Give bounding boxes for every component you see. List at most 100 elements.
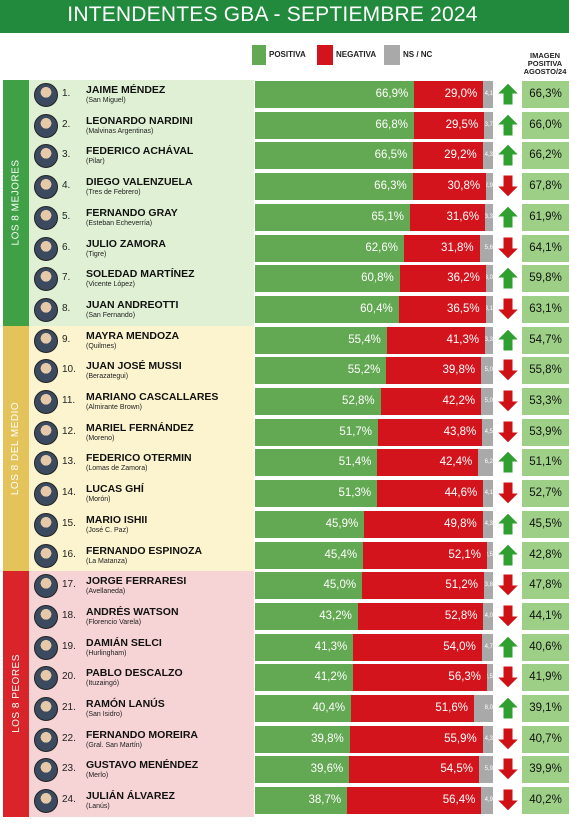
- bar-nsnc: 2,5: [487, 664, 493, 692]
- bar-negativa: 31,8%: [403, 234, 480, 262]
- rank-number: 9.: [62, 333, 71, 345]
- rank-number: 10.: [62, 364, 76, 376]
- bar-negativa: 36,5%: [398, 295, 486, 323]
- stacked-bar: 45,4% 52,1% 2,5: [255, 541, 493, 569]
- bar-negativa: 55,9%: [349, 725, 483, 753]
- arrow-down-icon: [495, 665, 521, 690]
- mayor-name: GUSTAVO MENÉNDEZ: [86, 759, 199, 772]
- table-row: 23. GUSTAVO MENÉNDEZ (Merlo) 39,6% 54,5% 5,9 3…: [0, 755, 569, 784]
- mayor-name: MARIO ISHII: [86, 513, 148, 526]
- mayor-name: ANDRÉS WATSON: [86, 605, 179, 618]
- bar-positiva: 66,5%: [255, 142, 414, 170]
- stacked-bar: 60,8% 36,2% 3,0: [255, 265, 493, 293]
- bar-nsnc: 5,0: [481, 388, 493, 415]
- prior-value: 44,1%: [522, 602, 569, 630]
- municipality-name: (Ituzaingó): [86, 680, 120, 688]
- mayor-name: FERNANDO ESPINOZA: [86, 544, 203, 557]
- arrow-down-icon: [495, 389, 521, 413]
- prior-value: 47,8%: [522, 572, 569, 600]
- bar-nsnc-label: 4,1: [484, 91, 493, 97]
- mayor-name: FERNANDO MOREIRA: [86, 728, 198, 741]
- bar-nsnc-label: 3,8: [484, 582, 493, 589]
- municipality-name: (Vicente López): [86, 281, 135, 289]
- prior-value: 63,1%: [522, 295, 569, 323]
- prior-value: 53,9%: [522, 418, 569, 446]
- avatar: [34, 604, 58, 629]
- bar-negativa: 44,6%: [377, 480, 484, 508]
- bar-positiva-label: 45,9%: [325, 517, 359, 530]
- bar-nsnc-label: 4,3: [484, 735, 493, 742]
- arrow-down-icon: [495, 788, 521, 812]
- table-row: 19. DAMIÁN SELCI (Hurlingham) 41,3% 54,0% 4,7…: [0, 633, 569, 662]
- bar-positiva-label: 51,3%: [338, 487, 372, 500]
- mayor-name: PABLO DESCALZO: [86, 667, 183, 680]
- bar-negativa-label: 30,8%: [447, 180, 481, 193]
- rank-number: 17.: [62, 579, 76, 591]
- bar-negativa: 54,0%: [353, 633, 482, 661]
- stacked-bar: 55,2% 39,8% 5,0: [255, 357, 493, 385]
- bar-positiva-label: 45,4%: [324, 548, 358, 561]
- mayor-name: LUCAS GHÍ: [86, 483, 144, 496]
- rank-number: 19.: [62, 640, 76, 652]
- bar-negativa: 29,2%: [413, 142, 483, 170]
- arrow-down-icon: [495, 358, 521, 383]
- municipality-name: (Tigre): [86, 250, 107, 258]
- table-row: 20. PABLO DESCALZO(Ituzaingó) 41,2% 56,3% 2,…: [0, 663, 569, 692]
- municipality-name: (Florencio Varela): [86, 618, 142, 626]
- table-row: 2. LEONARDO NARDINI (Malvinas Argentinas) 6…: [0, 111, 569, 140]
- bar-nsnc: 4,0: [483, 602, 493, 630]
- prior-value: 53,3%: [522, 388, 569, 415]
- rank-number: 5.: [62, 210, 71, 222]
- bar-positiva-label: 45,0%: [323, 579, 357, 592]
- bar-nsnc-label: 4,3: [484, 152, 493, 159]
- bar-positiva-label: 43,2%: [319, 609, 352, 622]
- avatar: [34, 267, 58, 292]
- rank-number: 21.: [62, 702, 76, 713]
- prior-value: 61,9%: [522, 203, 569, 231]
- bar-negativa: 51,2%: [362, 572, 484, 600]
- arrow-up-icon: [495, 696, 521, 720]
- municipality-name: (José C. Paz): [86, 526, 129, 534]
- bar-positiva: 66,9%: [255, 81, 415, 108]
- legend-swatch-nsnc: [384, 45, 400, 65]
- stacked-bar: 39,6% 54,5% 5,9: [255, 756, 493, 784]
- stacked-bar: 38,7% 56,4% 4,9: [255, 787, 493, 815]
- bar-positiva-label: 66,5%: [374, 149, 408, 162]
- municipality-name: (San Isidro): [86, 711, 123, 718]
- bar-negativa: 39,8%: [386, 357, 482, 385]
- municipality-name: (La Matanza): [86, 557, 128, 565]
- table-row: 12. MARIEL FERNÁNDEZ (Moreno) 51,7% 43,8% 4,5…: [0, 418, 569, 447]
- rank-number: 1.: [62, 88, 71, 99]
- avatar: [34, 635, 58, 660]
- table-row: 10. JUAN JOSÉ MUSSI (Berazategui) 55,2% 39,8…: [0, 356, 569, 385]
- mayor-name: FEDERICO OTERMIN: [86, 452, 192, 465]
- bar-positiva: 45,4%: [255, 541, 364, 569]
- table-row: 24. JULIÁN ÁLVAREZ (Lanús) 38,7% 56,4% 4,9 40,…: [0, 786, 569, 815]
- mayor-name: DAMIÁN SELCI: [86, 636, 162, 649]
- bar-negativa: 49,8%: [364, 510, 483, 538]
- mayor-name: RAMÓN LANÚS: [86, 698, 165, 710]
- arrow-down-icon: [495, 297, 521, 321]
- rank-number: 18.: [62, 609, 76, 621]
- bar-positiva-label: 41,2%: [314, 671, 348, 684]
- bar-negativa-label: 41,3%: [446, 333, 480, 346]
- prior-value: 59,8%: [522, 265, 569, 293]
- legend-swatch-negativa: [317, 45, 333, 65]
- bar-negativa: 56,4%: [347, 787, 482, 815]
- bar-negativa-label: 51,6%: [435, 702, 468, 714]
- table-row: 5. FERNANDO GRAY (Esteban Echeverría) 65,1%…: [0, 203, 569, 232]
- municipality-name: (Morón): [86, 496, 111, 504]
- prior-value: 66,0%: [522, 111, 569, 139]
- rank-number: 20.: [62, 671, 76, 683]
- avatar: [34, 390, 58, 414]
- bar-positiva-label: 55,2%: [347, 364, 381, 377]
- table-row: 3. FEDERICO ACHÁVAL (Pilar) 66,5% 29,2% 4,3 66…: [0, 141, 569, 170]
- prior-column-header: IMAGEN POSITIVA AGOSTO/24: [518, 52, 569, 76]
- bar-nsnc-label: 2,9: [486, 183, 493, 190]
- legend-swatch-positiva: [252, 45, 266, 65]
- bar-positiva-label: 66,9%: [375, 88, 409, 100]
- bar-positiva: 38,7%: [255, 787, 348, 815]
- rank-number: 14.: [62, 487, 76, 499]
- bar-nsnc: 5,9: [478, 756, 493, 784]
- rank-number: 16.: [62, 548, 76, 560]
